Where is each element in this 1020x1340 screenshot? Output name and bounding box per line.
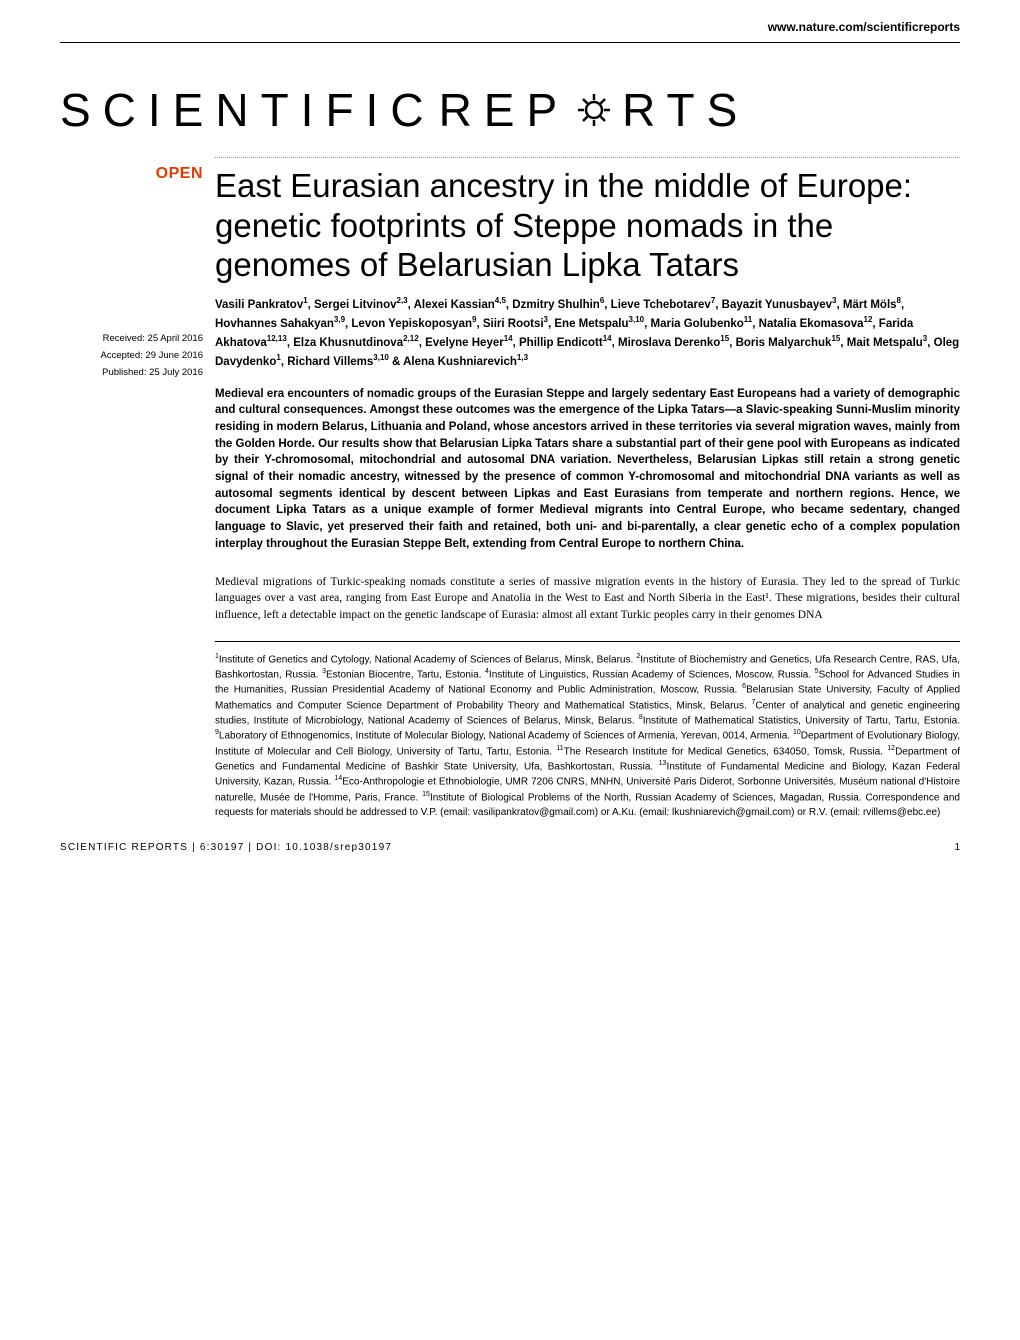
footer-citation: SCIENTIFIC REPORTS | 6:30197 | DOI: 10.1… (60, 842, 392, 853)
accepted-date: Accepted: 29 June 2016 (60, 348, 203, 363)
gear-icon (572, 88, 616, 132)
footer-doi: | 6:30197 | DOI: 10.1038/srep30197 (188, 842, 392, 853)
page-number: 1 (954, 842, 960, 853)
page-container: www.nature.com/scientificreports SCIENTI… (0, 0, 1020, 871)
left-column: OPEN Received: 25 April 2016 Accepted: 2… (60, 157, 215, 820)
open-access-badge: OPEN (60, 157, 203, 183)
page-footer: SCIENTIFIC REPORTS | 6:30197 | DOI: 10.1… (0, 820, 1020, 871)
body-paragraph: Medieval migrations of Turkic-speaking n… (215, 574, 960, 622)
publication-dates: Received: 25 April 2016 Accepted: 29 Jun… (60, 331, 203, 381)
logo-text-rts: RTS (622, 83, 749, 137)
header-rule (60, 42, 960, 43)
logo-text-rep: REP (439, 83, 570, 137)
received-label: Received: (103, 333, 145, 344)
published-value: 25 July 2016 (149, 367, 203, 378)
article-title: East Eurasian ancestry in the middle of … (215, 166, 960, 285)
received-value: 25 April 2016 (148, 333, 203, 344)
main-column: East Eurasian ancestry in the middle of … (215, 157, 960, 820)
author-list: Vasili Pankratov1, Sergei Litvinov2,3, A… (215, 295, 960, 372)
abstract: Medieval era encounters of nomadic group… (215, 386, 960, 553)
published-label: Published: (102, 367, 146, 378)
accepted-label: Accepted: (101, 350, 143, 361)
logo-text-scientific: SCIENTIFIC (60, 83, 436, 137)
content-wrapper: OPEN Received: 25 April 2016 Accepted: 2… (0, 157, 1020, 820)
affiliations: 1Institute of Genetics and Cytology, Nat… (215, 641, 960, 820)
received-date: Received: 25 April 2016 (60, 331, 203, 346)
header-url[interactable]: www.nature.com/scientificreports (0, 0, 1020, 42)
published-date: Published: 25 July 2016 (60, 365, 203, 380)
footer-journal: SCIENTIFIC REPORTS (60, 842, 188, 853)
journal-logo: SCIENTIFIC REP RTS (0, 58, 1020, 157)
accepted-value: 29 June 2016 (145, 350, 203, 361)
